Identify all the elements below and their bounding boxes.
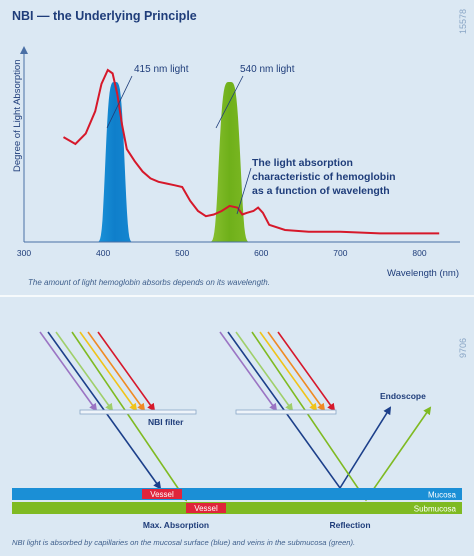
ray-yellow: [79, 331, 138, 412]
band-540nm: [189, 82, 269, 242]
mucosa-layer: [12, 488, 462, 500]
capillary-vessel-label: Vessel: [150, 490, 174, 499]
submucosal-vessel: [186, 503, 226, 513]
ray-violet: [39, 331, 98, 412]
ray-light-green-right: [235, 331, 294, 412]
submucosa-label: Submucosa: [414, 505, 457, 514]
leader-line-540: [215, 75, 244, 129]
nbi-filter: [79, 409, 197, 415]
x-tick-label: 800: [412, 248, 426, 258]
light-bands: [79, 82, 269, 242]
mucosa-label: Mucosa: [428, 491, 457, 500]
x-tick-labels: 300 400 500 600 700 800: [17, 248, 427, 258]
capillary-vessel: [142, 489, 182, 499]
x-tick-label: 600: [254, 248, 268, 258]
ray-red-right: [277, 331, 336, 412]
nbi-filter-label: NBI filter: [148, 417, 184, 427]
band-label-540: 540 nm light: [240, 64, 295, 75]
ray-orange-right: [267, 331, 326, 412]
leader-line-415: [106, 75, 133, 129]
x-axis-label: Wavelength (nm): [387, 268, 459, 279]
x-tick-label: 500: [175, 248, 189, 258]
left-ray-diagram: NBI filter: [39, 331, 197, 502]
band-415nm: [79, 82, 150, 242]
y-axis-arrow-icon: [20, 46, 28, 54]
annotation-leader-line: [236, 167, 252, 215]
caption-bottom: NBI light is absorbed by capillaries on …: [12, 538, 355, 547]
page-title: NBI — the Underlying Principle: [12, 9, 197, 23]
x-tick-label: 400: [96, 248, 110, 258]
ray-yellow-right: [259, 331, 318, 412]
absorption-chart: Degree of Light Absorption 300 400 500 600 7…: [12, 46, 460, 279]
band-labels: 415 nm light 540 nm light: [134, 64, 295, 75]
band-label-415: 415 nm light: [134, 64, 189, 75]
submucosa-layer: [12, 502, 462, 514]
x-tick-label: 700: [333, 248, 347, 258]
submucosal-vessel-label: Vessel: [194, 504, 218, 513]
figure-code-top: 15578: [458, 9, 468, 34]
curve-annotation: The light absorption characteristic of h…: [252, 157, 398, 197]
absorption-curve: [62, 68, 440, 235]
right-ray-diagram: Endoscope: [219, 331, 432, 502]
endoscope-label: Endoscope: [380, 391, 426, 401]
ray-violet-right: [219, 331, 278, 412]
figure-code-bottom: 9706: [458, 338, 468, 358]
ray-green-540: [71, 331, 188, 502]
x-tick-label: 300: [17, 248, 31, 258]
caption-top: The amount of light hemoglobin absorbs d…: [28, 278, 270, 287]
nbi-filter-right: [235, 409, 337, 415]
ray-orange: [87, 331, 146, 412]
ray-red: [97, 331, 156, 412]
max-absorption-label: Max. Absorption: [143, 520, 209, 530]
ray-light-green-blocked: [55, 331, 114, 412]
reflection-label: Reflection: [329, 520, 370, 530]
y-axis-label: Degree of Light Absorption: [12, 60, 23, 173]
